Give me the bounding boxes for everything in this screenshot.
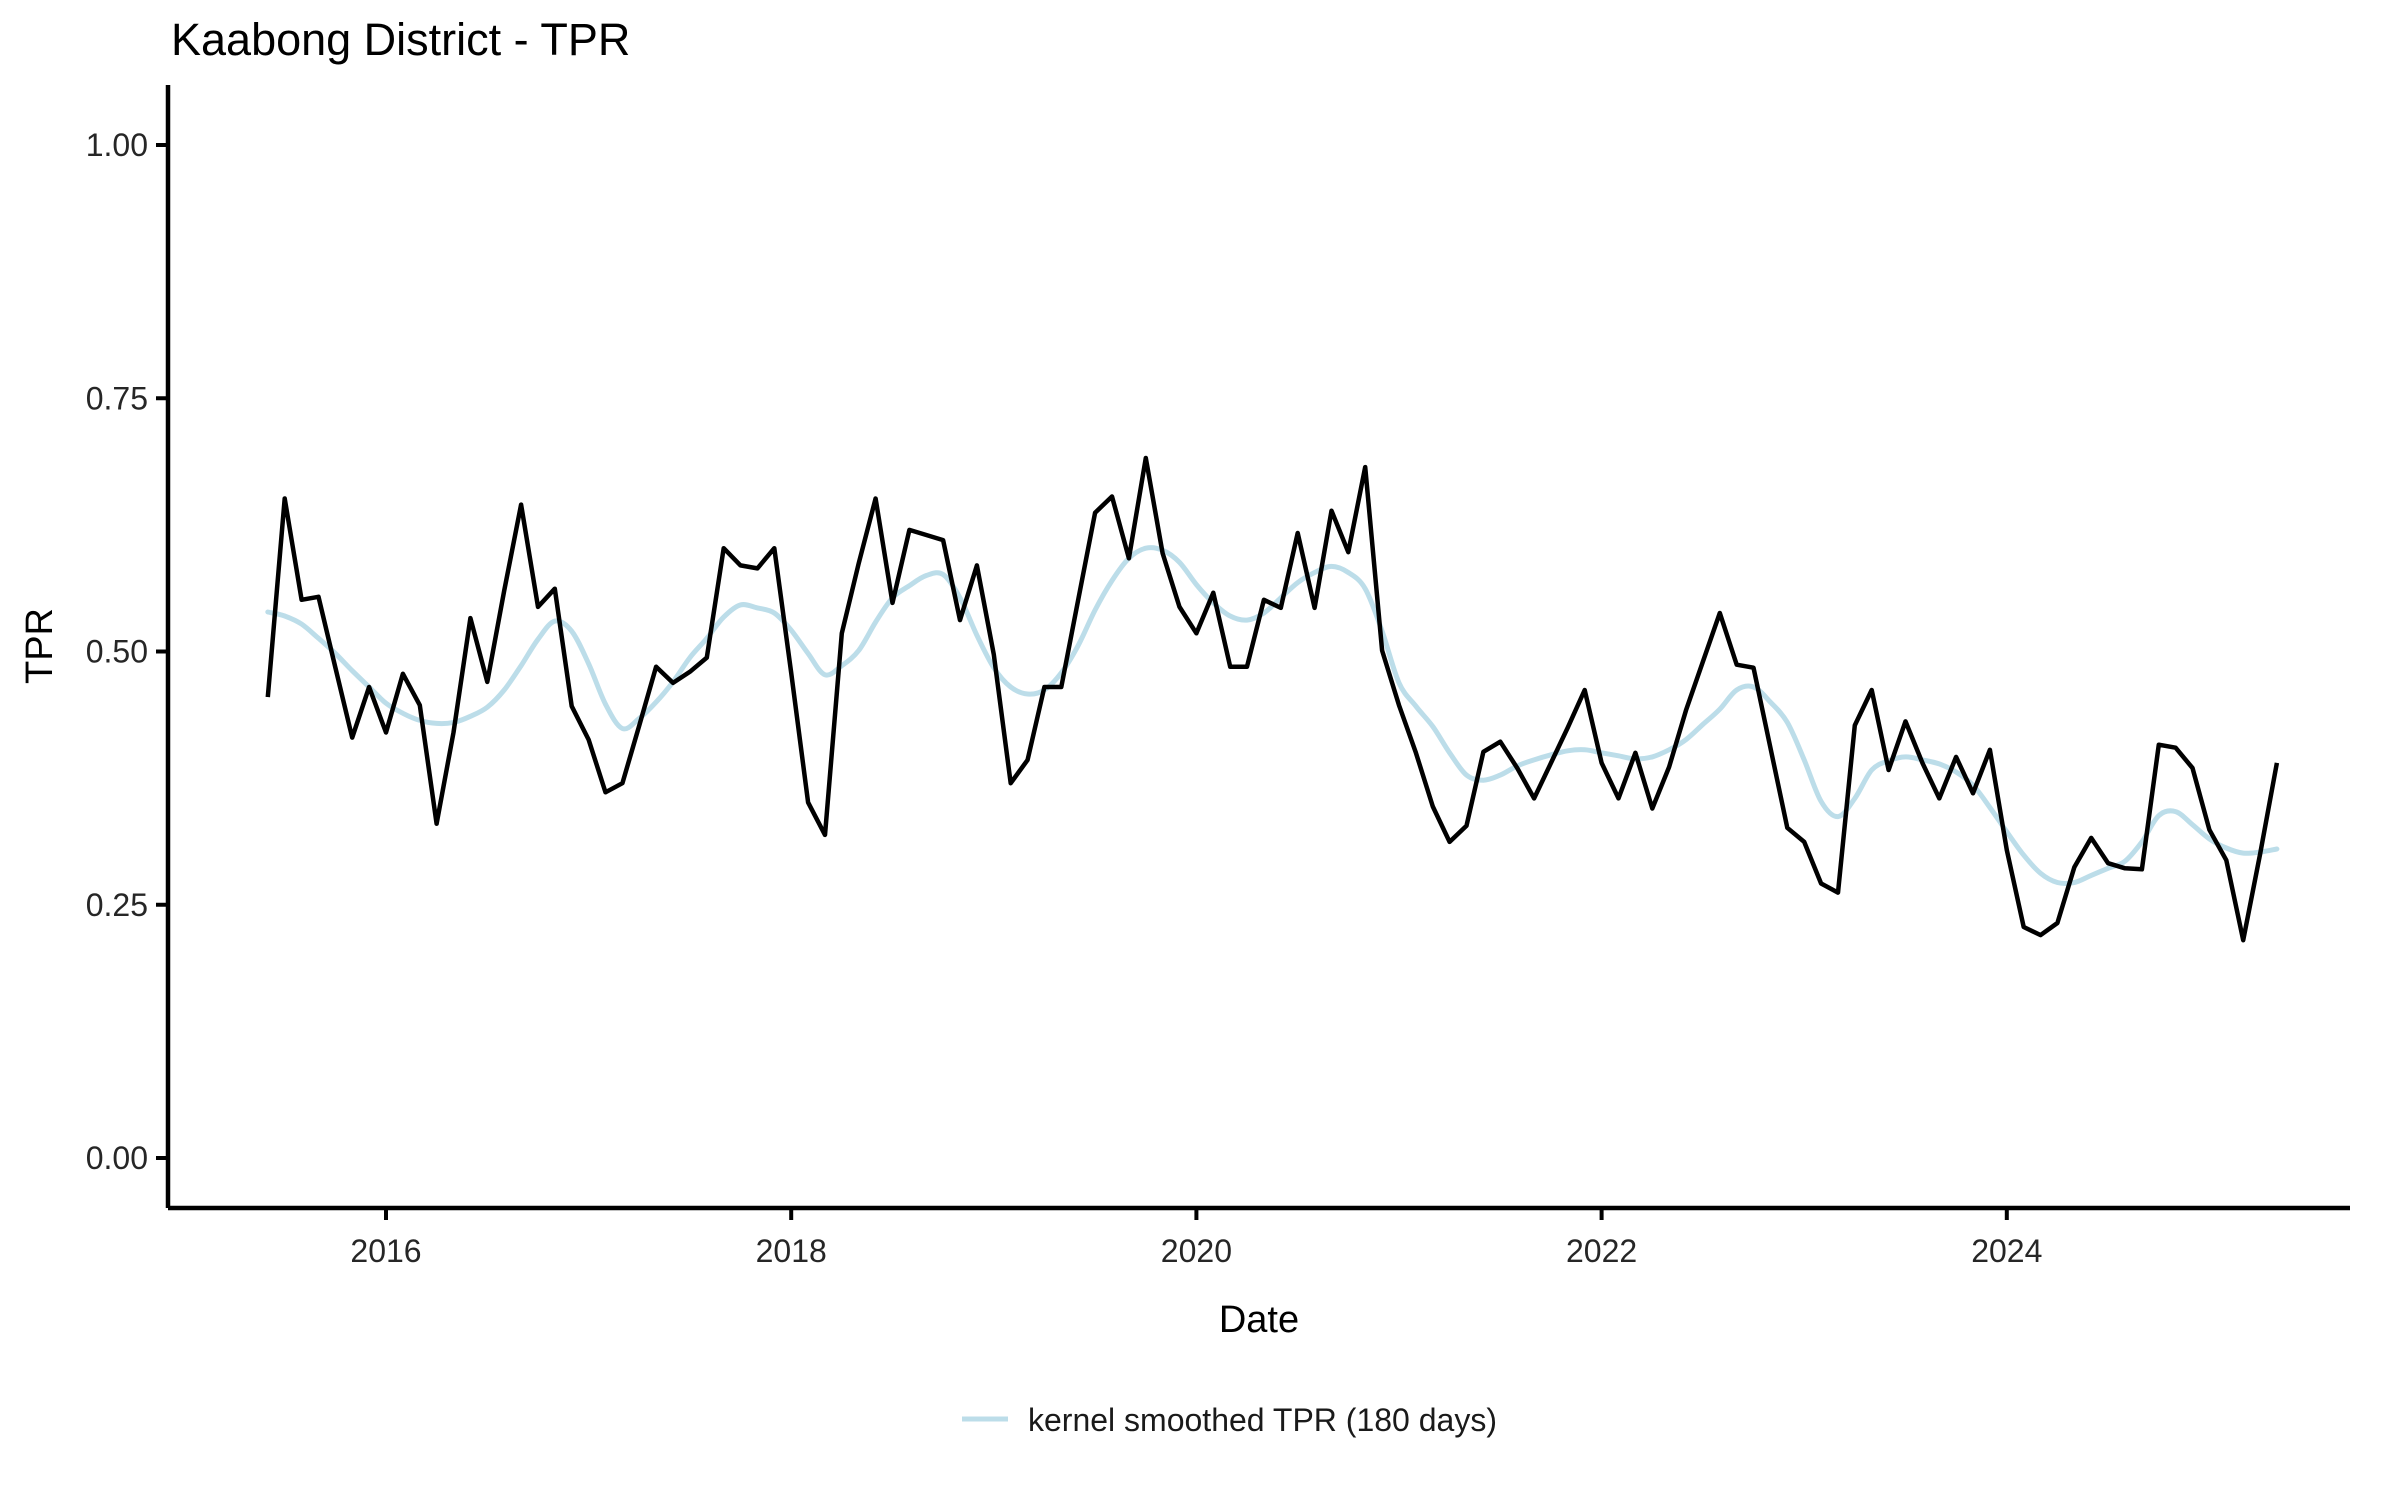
y-axis-ticks: 0.00 0.25 0.50 0.75 1.00	[86, 127, 168, 1176]
y-tick-label: 0.25	[86, 887, 148, 923]
legend: kernel smoothed TPR (180 days)	[962, 1402, 1497, 1438]
x-axis-title: Date	[1219, 1299, 1299, 1341]
y-axis-title: TPR	[19, 608, 61, 684]
y-tick-label: 0.00	[86, 1140, 148, 1176]
x-tick-label: 2018	[756, 1233, 827, 1269]
y-tick-label: 0.50	[86, 634, 148, 670]
x-tick-label: 2016	[350, 1233, 421, 1269]
x-tick-label: 2020	[1161, 1233, 1232, 1269]
chart-title: Kaabong District - TPR	[171, 14, 630, 65]
x-axis-ticks: 2016 2018 2020 2022 2024	[350, 1208, 2042, 1269]
x-tick-label: 2022	[1566, 1233, 1637, 1269]
smoothed-tpr-line	[265, 545, 2280, 886]
x-tick-label: 2024	[1971, 1233, 2042, 1269]
raw-tpr-line	[265, 455, 2280, 943]
y-tick-label: 1.00	[86, 127, 148, 163]
legend-label: kernel smoothed TPR (180 days)	[1028, 1402, 1497, 1438]
y-tick-label: 0.75	[86, 380, 148, 416]
